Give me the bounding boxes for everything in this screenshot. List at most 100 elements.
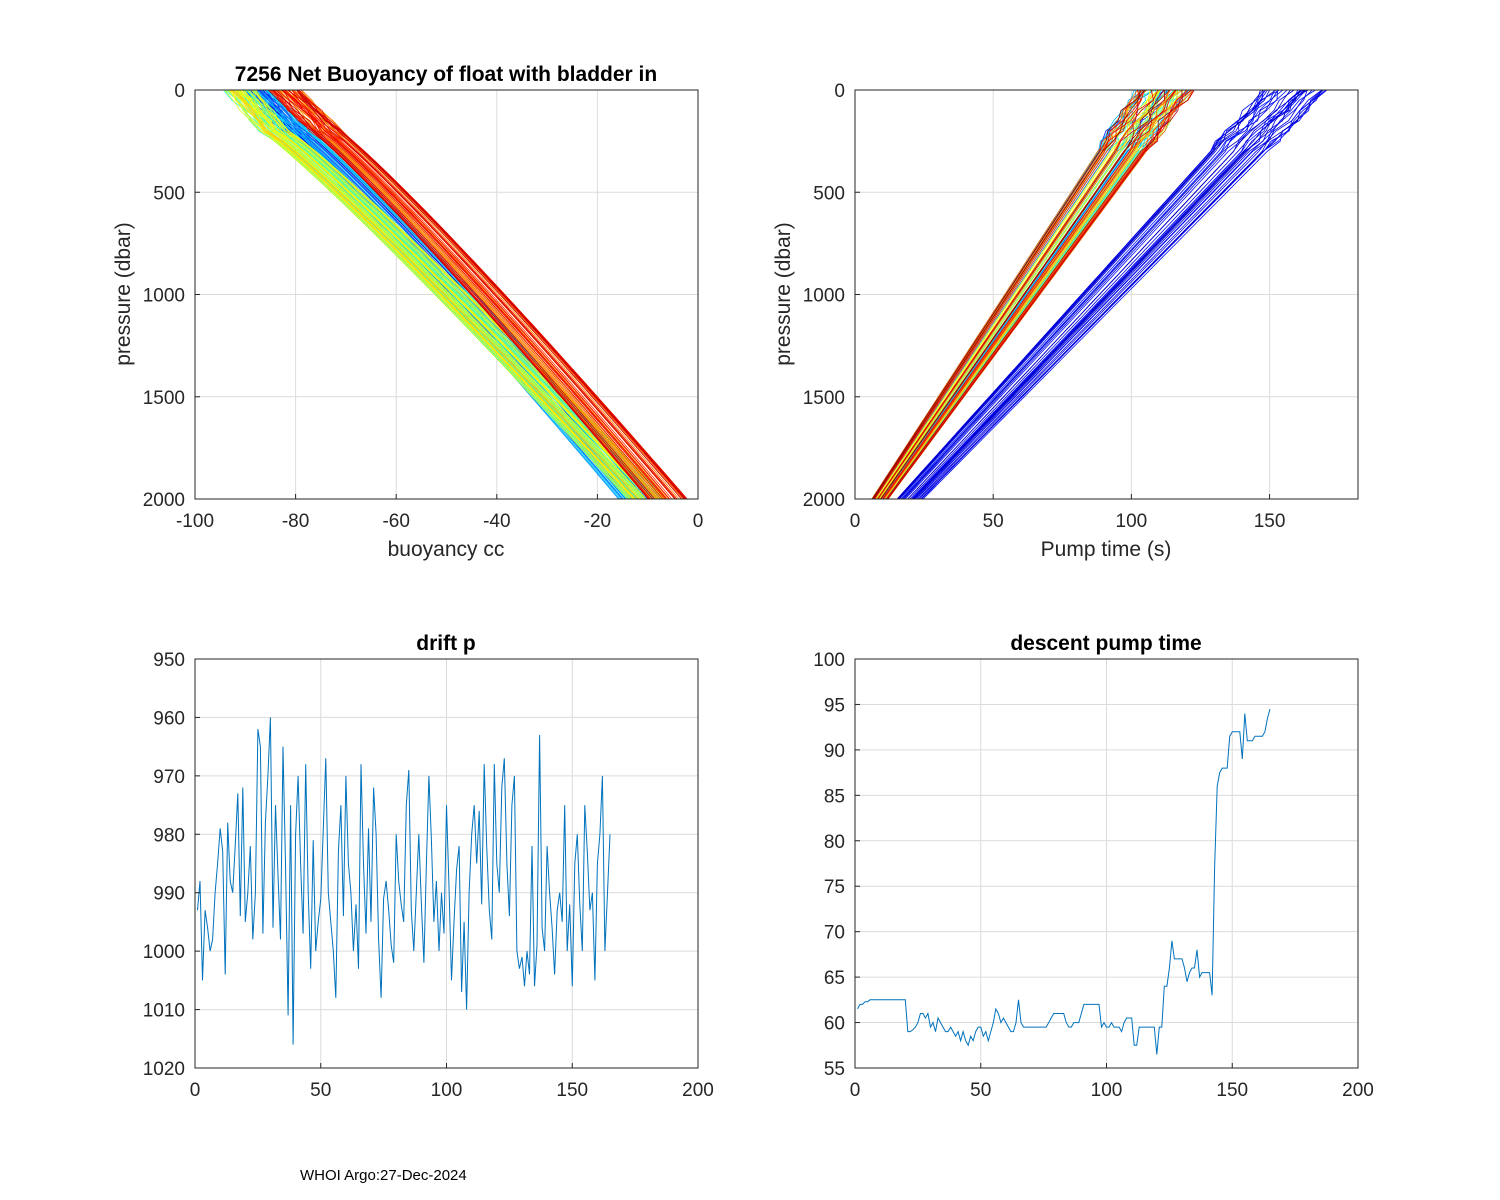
net-buoyancy-ticks: -100 -80 -60 -40 -20 0 0 500 1000 1500 2000 — [143, 81, 704, 532]
pump-time-profile-line — [885, 89, 1183, 500]
buoyancy-profile-line — [278, 89, 661, 500]
buoyancy-profile-line — [267, 89, 649, 500]
pump-time-profile-line — [902, 89, 1275, 500]
pump-time-profile-line — [876, 89, 1159, 500]
y-tick-label: 1010 — [143, 1001, 185, 1022]
y-tick-label: 950 — [153, 650, 185, 671]
x-tick-label: 50 — [970, 1080, 991, 1101]
pump-time-profile-line — [886, 89, 1189, 500]
buoyancy-profile-line — [270, 89, 651, 500]
pump-time-profile-line — [917, 89, 1313, 500]
pump-time-profile-line — [874, 89, 1146, 500]
descent-pump-time-axes: 0 50 100 150 200 55 60 65 70 75 80 85 90 95 100 descen… — [813, 632, 1374, 1101]
y-tick-label: 990 — [153, 884, 185, 905]
pump-time-profile-line — [881, 89, 1169, 500]
pump-time-profile-line — [884, 89, 1179, 500]
buoyancy-profile-line — [279, 89, 660, 500]
pump-time-profile-line — [883, 89, 1177, 500]
y-tick-label: 95 — [824, 695, 845, 716]
y-tick-label: 980 — [153, 825, 185, 846]
pump-time-profile-line — [877, 89, 1159, 500]
pump-time-profile-line — [922, 89, 1328, 500]
pump-time-profile-line — [887, 89, 1194, 500]
buoyancy-profile-line — [296, 89, 686, 500]
pump-time-profile-line — [872, 89, 1146, 500]
x-tick-label: -100 — [176, 511, 214, 532]
descent-pump-time-title: descent pump time — [1010, 632, 1201, 655]
drift-p-axes: 0 50 100 150 200950960970980990100010101020 … — [143, 632, 714, 1101]
pump-time-profile-line — [883, 89, 1183, 500]
y-tick-label: 500 — [153, 183, 185, 204]
buoyancy-profile-line — [238, 89, 641, 500]
pump-time-profile-line — [903, 89, 1278, 500]
buoyancy-profile-line — [292, 89, 680, 500]
y-tick-label: 2000 — [143, 490, 185, 511]
x-tick-label: 200 — [682, 1080, 714, 1101]
buoyancy-profile-line — [282, 89, 664, 500]
y-tick-label: 100 — [813, 650, 845, 671]
x-tick-label: 50 — [983, 511, 1004, 532]
x-tick-label: 0 — [190, 1080, 201, 1101]
pump-time-profile-line — [880, 89, 1171, 500]
y-tick-label: 1000 — [143, 286, 185, 307]
pump-time-profile-line — [913, 89, 1309, 500]
x-tick-label: 150 — [1254, 511, 1286, 532]
pump-time-profile-line — [877, 89, 1154, 500]
buoyancy-profile-line — [280, 89, 667, 500]
y-tick-label: 65 — [824, 968, 845, 989]
pump-time-profile-line — [879, 89, 1161, 500]
drift-p-line — [197, 717, 611, 1045]
pump-time-profile-line — [875, 89, 1154, 500]
pump-time-profile-line — [897, 89, 1264, 500]
x-tick-label: 50 — [310, 1080, 331, 1101]
x-tick-label: 100 — [431, 1080, 463, 1101]
pump-time-profile-line — [873, 89, 1141, 500]
pump-time-profile-line — [916, 89, 1308, 500]
pump-time-profile-line — [912, 89, 1304, 500]
y-tick-label: 70 — [824, 923, 845, 944]
buoyancy-profile-line — [298, 89, 688, 500]
buoyancy-profile-line — [249, 89, 661, 500]
drift-p-title: drift p — [416, 632, 475, 655]
x-tick-label: 150 — [556, 1080, 588, 1101]
pump-time-profile-line — [911, 89, 1299, 500]
buoyancy-profile-line — [279, 89, 663, 500]
buoyancy-profile-line — [233, 89, 638, 500]
y-tick-label: 0 — [174, 81, 185, 102]
x-tick-label: 100 — [1091, 1080, 1123, 1101]
pump-time-profile-line — [909, 89, 1302, 500]
drift-p-ticks: 0 50 100 150 200 950 960 970 980 990 1000 1010 1020 — [143, 650, 714, 1101]
buoyancy-profile-line — [239, 89, 652, 500]
pump-time-profile-line — [887, 89, 1193, 500]
pump-time-profile-line — [873, 89, 1145, 500]
buoyancy-profile-line — [272, 89, 656, 500]
pump-time-profile-line — [907, 89, 1291, 500]
y-tick-label: 1500 — [143, 388, 185, 409]
net-buoyancy-title: 7256 Net Buoyancy of float with bladder … — [235, 63, 657, 86]
footer-credit: WHOI Argo:27-Dec-2024 — [300, 1167, 467, 1184]
x-tick-label: 200 — [1342, 1080, 1374, 1101]
y-tick-label: 75 — [824, 877, 845, 898]
net-buoyancy-xlabel: buoyancy cc — [388, 538, 505, 561]
x-tick-label: -60 — [382, 511, 409, 532]
pump-time-profile-line — [872, 89, 1138, 500]
pump-time-profile-line — [898, 89, 1266, 500]
x-tick-label: 0 — [693, 511, 704, 532]
buoyancy-profile-line — [293, 89, 684, 500]
buoyancy-profile-line — [287, 89, 676, 500]
pump-time-profile-line — [885, 89, 1181, 500]
x-tick-label: -20 — [584, 511, 611, 532]
y-tick-label: 2000 — [803, 490, 845, 511]
pump-time-profile-line — [880, 89, 1165, 500]
y-tick-label: 85 — [824, 786, 845, 807]
buoyancy-profile-line — [288, 89, 678, 500]
buoyancy-profile-line — [247, 89, 654, 500]
buoyancy-profile-line — [291, 89, 673, 500]
buoyancy-profile-line — [288, 89, 669, 500]
y-tick-label: 55 — [824, 1059, 845, 1080]
buoyancy-profile-line — [223, 89, 630, 500]
buoyancy-profile-line — [273, 89, 651, 500]
x-tick-label: -40 — [483, 511, 510, 532]
pump-time-profile-line — [902, 89, 1279, 500]
pump-time-profile-line — [919, 89, 1323, 500]
